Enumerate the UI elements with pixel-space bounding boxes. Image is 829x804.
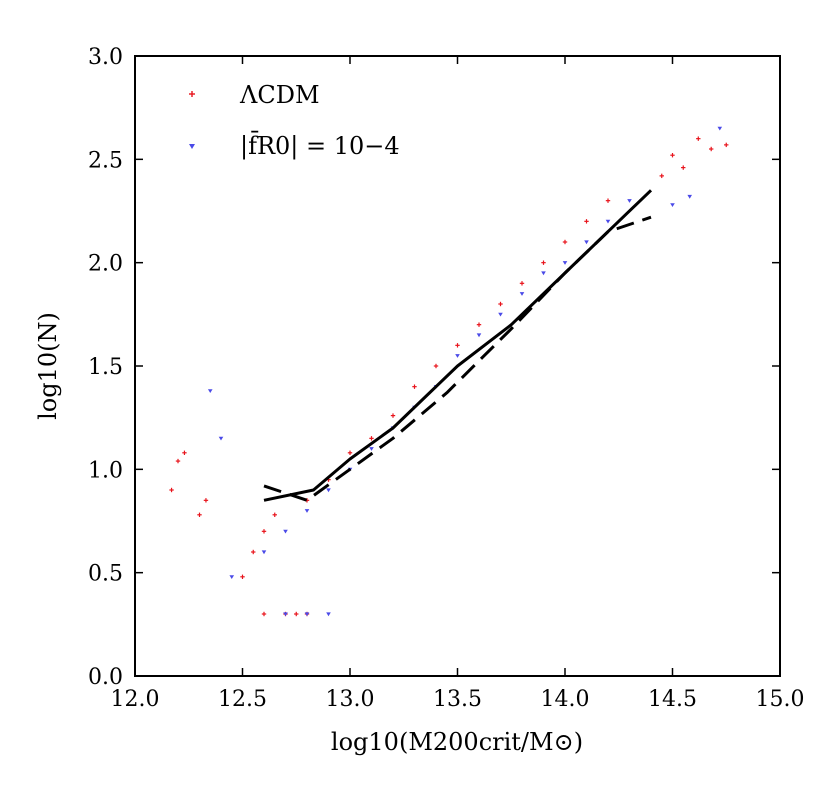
y-tick-label: 2.5 <box>88 148 123 173</box>
lcdm-point <box>433 363 439 369</box>
fr-point <box>218 436 224 441</box>
fr-point <box>369 447 374 451</box>
fr-point <box>498 312 503 317</box>
fr-point <box>229 575 235 579</box>
lcdm-point <box>261 529 267 534</box>
lcdm-point <box>724 142 729 148</box>
x-axis-label: log10(M200crit/M⊙) <box>331 728 583 756</box>
points-layer <box>169 126 729 617</box>
lcdm-point <box>240 574 245 579</box>
fr-point <box>326 488 331 493</box>
fr-point <box>717 126 723 131</box>
fr-point <box>304 612 310 617</box>
legend-marker-lcdm <box>189 91 195 97</box>
fr-point <box>326 612 331 617</box>
lcdm-point <box>584 219 589 224</box>
fr-point <box>455 354 460 358</box>
lcdm-point <box>605 198 611 203</box>
lcdm-point <box>412 384 417 389</box>
lcdm-point <box>294 611 299 617</box>
fr-point <box>519 292 525 296</box>
lcdm-point <box>369 436 374 441</box>
x-tick-label: 12.0 <box>111 687 160 712</box>
fr-point <box>207 389 213 393</box>
fr-point <box>562 261 568 265</box>
legend: ΛCDM |f̄R0| = 10−4 <box>189 81 400 161</box>
fr-point <box>261 550 267 555</box>
fr-point <box>670 203 675 207</box>
ticks-layer: 12.0 12.5 13.0 13.5 14.0 14.5 15.0 0.0 0.5 1.0 1.5… <box>88 45 804 712</box>
x-tick-label: 13.5 <box>433 687 482 712</box>
lcdm-point <box>541 260 546 265</box>
lcdm-point <box>670 153 675 158</box>
fr-point <box>476 333 482 338</box>
lcdm-point <box>696 136 701 141</box>
y-tick-label: 0.0 <box>88 665 123 690</box>
fr-point <box>541 271 546 276</box>
lcdm-point <box>455 343 460 348</box>
y-tick-label: 1.0 <box>88 458 123 483</box>
x-tick-label: 15.0 <box>756 687 805 712</box>
fr-median-line <box>263 215 652 502</box>
lcdm-point <box>182 450 187 455</box>
fr-point <box>584 240 589 245</box>
lcdm-point <box>681 165 686 170</box>
lcdm-point <box>709 146 714 152</box>
fr-point <box>627 199 632 203</box>
x-tick-label: 14.5 <box>648 687 697 712</box>
y-tick-label: 1.5 <box>88 355 123 380</box>
legend-marker-fr <box>189 144 195 149</box>
y-axis-label: log10(N) <box>34 312 62 420</box>
fr-point <box>304 509 310 513</box>
y-tick-label: 2.0 <box>88 252 123 277</box>
lcdm-point <box>203 498 209 503</box>
lcdm-point <box>519 281 525 286</box>
y-tick-label: 3.0 <box>88 45 123 70</box>
fr-point <box>605 219 611 224</box>
lcdm-point <box>197 512 202 517</box>
lcdm-point <box>562 239 568 245</box>
fr-point <box>283 529 288 534</box>
lcdm-point <box>390 413 396 418</box>
y-tick-label: 0.5 <box>88 562 123 587</box>
fr-point <box>687 194 692 199</box>
x-tick-label: 12.5 <box>218 687 267 712</box>
x-tick-label: 14.0 <box>541 687 590 712</box>
lcdm-point <box>498 301 503 307</box>
legend-label-lcdm: ΛCDM <box>239 81 320 109</box>
lcdm-point <box>347 450 353 455</box>
lcdm-point <box>175 458 181 464</box>
lcdm-point <box>476 322 482 327</box>
lcdm-point <box>659 173 664 179</box>
trend-lines-layer <box>263 189 653 502</box>
lcdm-point <box>169 487 174 493</box>
lcdm-point <box>251 549 256 555</box>
x-tick-label: 13.0 <box>326 687 375 712</box>
fr-point <box>283 612 288 617</box>
lcdm-point <box>272 512 277 517</box>
lcdm-point <box>261 611 267 617</box>
legend-label-fr: |f̄R0| = 10−4 <box>240 131 400 161</box>
